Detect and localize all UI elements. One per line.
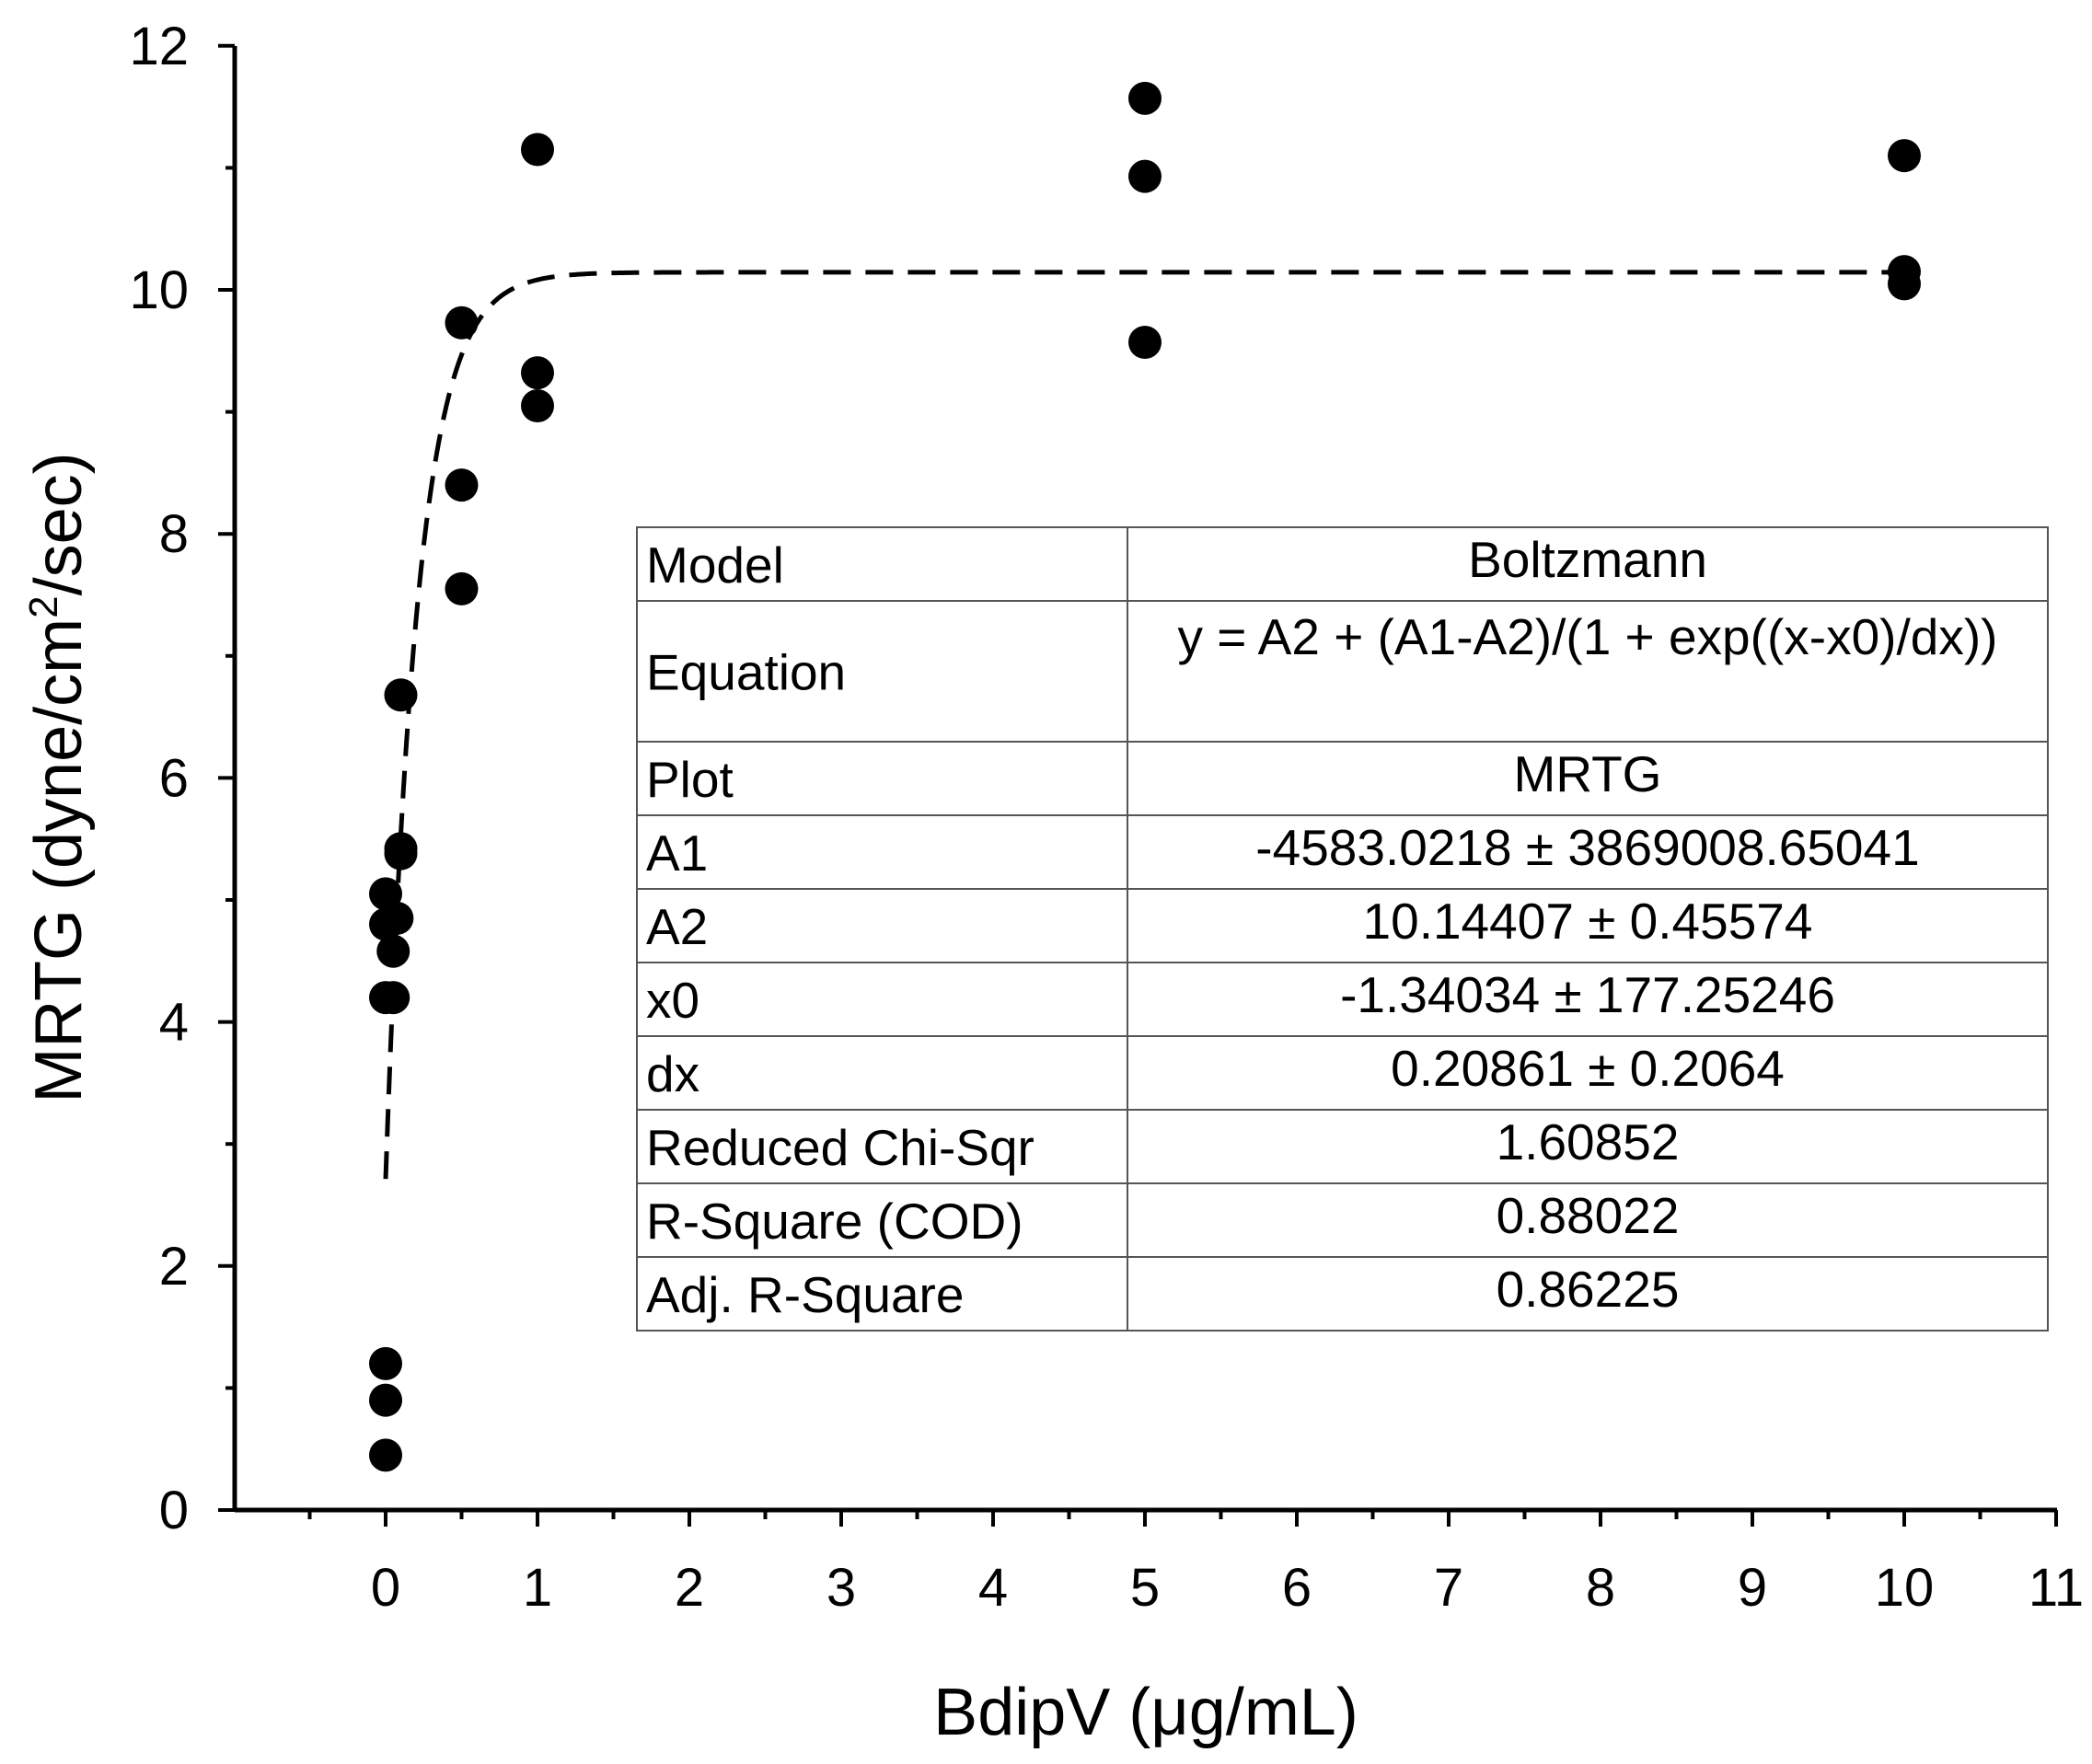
table-row-label: Plot	[646, 751, 734, 808]
x-tick-label: 1	[523, 1558, 552, 1618]
data-point	[445, 571, 479, 605]
data-point	[384, 832, 418, 866]
table-row-label: dx	[646, 1045, 699, 1102]
data-points-layer	[369, 81, 1921, 1472]
data-point	[376, 981, 410, 1015]
data-point	[369, 1438, 402, 1472]
table-row-label: Reduced Chi-Sqr	[646, 1119, 1034, 1176]
x-tick-label: 0	[371, 1558, 400, 1618]
fit-curve	[383, 270, 1904, 1180]
y-axis-title-prefix: MRTG (dyne/cm	[22, 618, 96, 1103]
y-tick-label: 8	[159, 504, 189, 564]
x-tick-label: 3	[826, 1558, 856, 1618]
y-axis-title: MRTG (dyne/cm2/sec)	[21, 452, 96, 1102]
y-tick-label: 10	[129, 260, 189, 320]
data-point	[1888, 139, 1921, 173]
table-background	[636, 526, 2049, 1332]
x-axis-title: BdipV (μg/mL)	[933, 1676, 1358, 1749]
y-tick-label: 2	[159, 1237, 189, 1297]
table-row-value: -1.34034 ± 177.25246	[1340, 966, 1835, 1023]
table-row-value: 10.14407 ± 0.45574	[1363, 893, 1813, 950]
x-tick-label: 2	[675, 1558, 704, 1618]
data-point	[376, 934, 410, 968]
x-tick-label: 8	[1586, 1558, 1615, 1618]
table-row-value: y = A2 + (A1-A2)/(1 + exp((x-x0)/dx))	[1178, 608, 1998, 665]
table-row-value: 1.60852	[1497, 1113, 1680, 1170]
table-row-value: Boltzmann	[1468, 531, 1707, 588]
data-point	[521, 356, 554, 390]
data-point	[384, 678, 418, 712]
x-tick-label: 5	[1130, 1558, 1160, 1618]
data-point	[380, 901, 414, 935]
data-point	[521, 388, 554, 422]
fit-curve-layer	[383, 270, 1904, 1180]
y-tick-label: 4	[159, 993, 189, 1053]
x-ticks: 0 1 2 3 4 5 6 7 8 9 10 11	[307, 1510, 2084, 1618]
table-row-value: -4583.0218 ± 3869008.65041	[1255, 819, 1919, 876]
y-axis-title-suffix: /sec)	[22, 452, 96, 595]
y-tick-label: 12	[129, 17, 189, 76]
x-tick-label: 11	[2028, 1558, 2084, 1618]
y-tick-label: 0	[159, 1481, 189, 1540]
data-point	[1128, 81, 1162, 115]
data-point	[369, 1383, 402, 1417]
table-row-label: x0	[646, 972, 699, 1029]
table-row-value: MRTG	[1514, 745, 1662, 802]
data-point	[1128, 326, 1162, 360]
table-row-label: A2	[646, 898, 708, 955]
table-row-label: A1	[646, 824, 708, 882]
data-point	[1888, 255, 1921, 289]
table-row-value: 0.88022	[1497, 1187, 1680, 1244]
table-row-label: Equation	[646, 644, 846, 701]
y-axis-title-superscript: 2	[21, 595, 66, 617]
y-tick-label: 6	[159, 748, 189, 808]
x-tick-label: 7	[1434, 1558, 1463, 1618]
data-point	[1128, 159, 1162, 193]
data-point	[445, 306, 479, 340]
table-row-label: Adj. R-Square	[646, 1266, 964, 1323]
data-point	[521, 133, 554, 167]
data-point	[369, 1346, 402, 1380]
table-row-label: R-Square (COD)	[646, 1193, 1023, 1250]
data-point	[445, 468, 479, 502]
table-row-value: 0.20861 ± 0.2064	[1391, 1040, 1785, 1097]
fit-results-table: Model Boltzmann Equation y = A2 + (A1-A2)/(…	[636, 526, 2049, 1332]
table-row-label: Model	[646, 536, 784, 594]
y-ticks: 0 2 4 6 8 10 12	[129, 17, 235, 1540]
x-tick-label: 4	[978, 1558, 1008, 1618]
x-tick-label: 10	[1875, 1558, 1935, 1618]
x-tick-label: 6	[1282, 1558, 1312, 1618]
table-row-value: 0.86225	[1497, 1261, 1680, 1318]
x-tick-label: 9	[1738, 1558, 1767, 1618]
